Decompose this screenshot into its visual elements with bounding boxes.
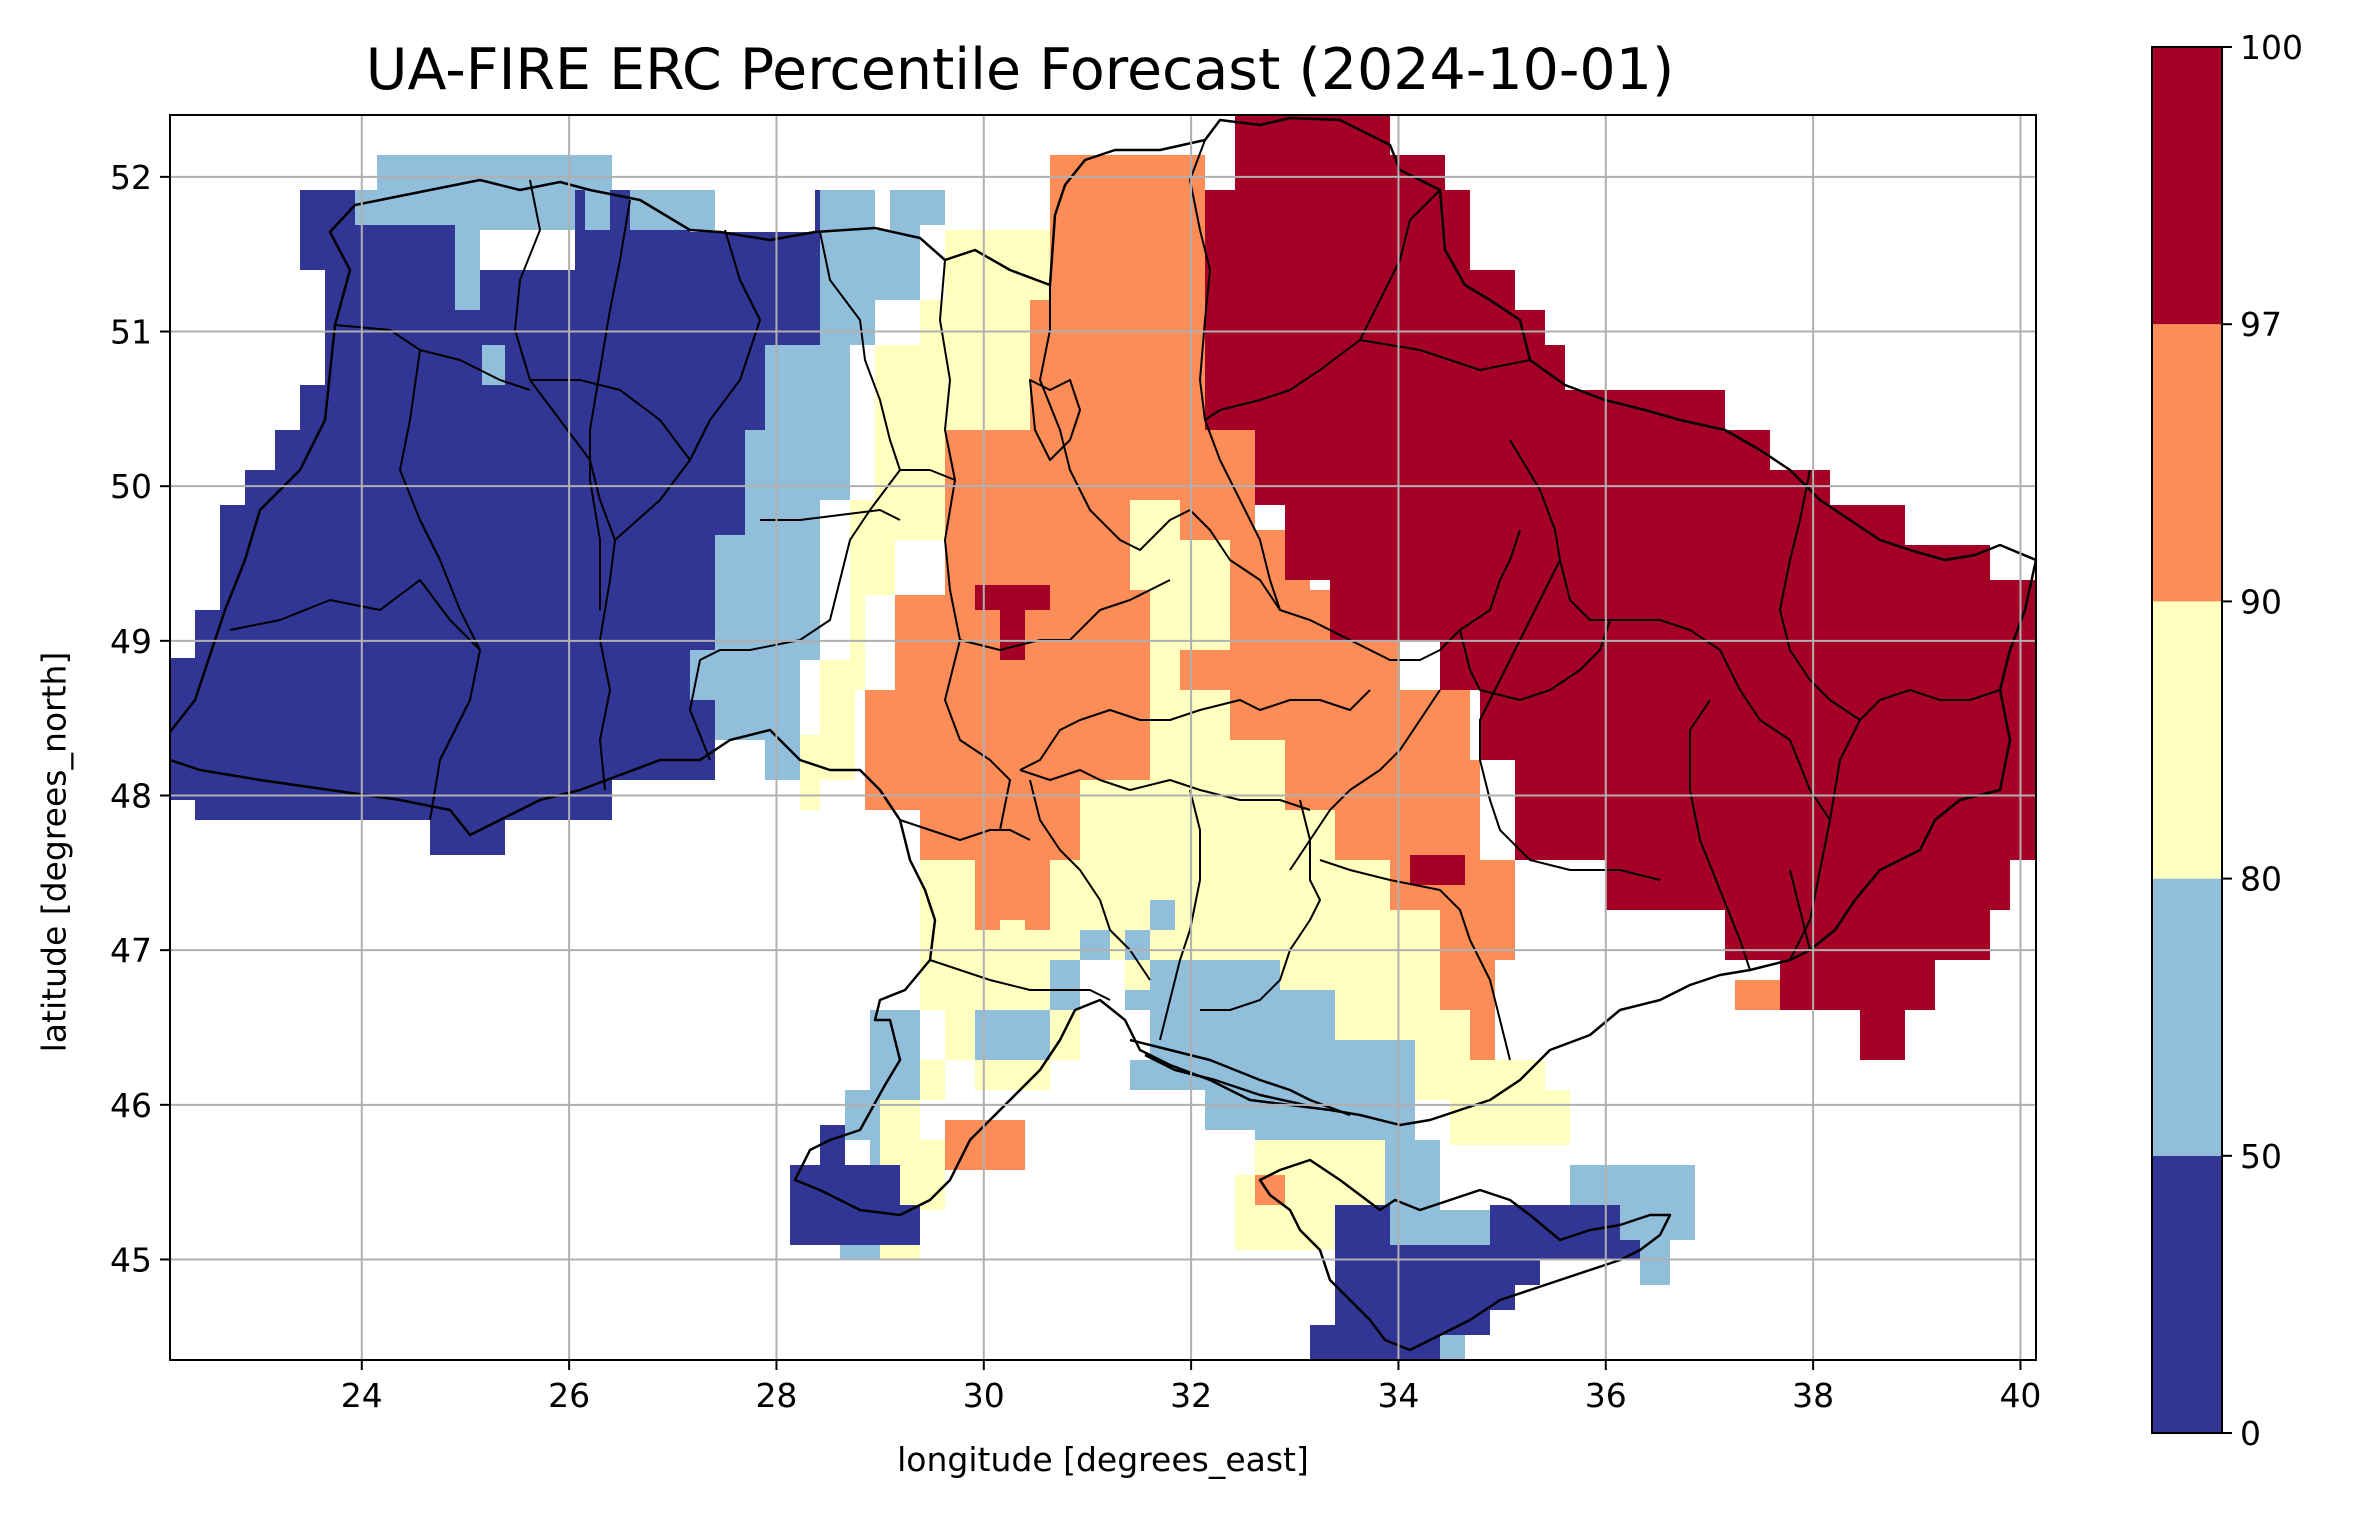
colorbar-tick-label: 50 bbox=[2240, 1137, 2282, 1176]
y-tick-label: 49 bbox=[110, 622, 152, 661]
colorbar-segment bbox=[2152, 47, 2222, 325]
region-southwest bbox=[790, 1125, 920, 1245]
region-west-central bbox=[690, 190, 945, 780]
colorbar-frame bbox=[2151, 46, 2223, 1434]
region-central-red bbox=[975, 585, 1050, 660]
axes-frame bbox=[169, 114, 2037, 1361]
x-tick-label: 36 bbox=[1585, 1376, 1627, 1415]
y-tick-label: 45 bbox=[110, 1240, 152, 1279]
y-tick-label: 52 bbox=[110, 158, 152, 197]
chart-title: UA-FIRE ERC Percentile Forecast (2024-10… bbox=[365, 37, 1675, 103]
x-tick-label: 30 bbox=[963, 1376, 1005, 1415]
region-central-pocket-1 bbox=[945, 270, 975, 380]
region-east-inner bbox=[1735, 980, 1780, 1010]
x-axis-label: longitude [degrees_east] bbox=[897, 1440, 1309, 1479]
region-west-patch-1 bbox=[455, 270, 480, 310]
region-south-orange-1 bbox=[975, 880, 1000, 930]
colorbar-tick-label: 90 bbox=[2240, 582, 2282, 621]
region-northwest bbox=[355, 155, 715, 270]
y-ticks: 45 46 47 48 49 50 51 52 bbox=[110, 158, 170, 1279]
colorbar-segment bbox=[2152, 878, 2222, 1156]
colorbar-tick-label: 97 bbox=[2240, 305, 2282, 344]
grid-lines bbox=[170, 115, 2036, 1360]
admin-borders bbox=[229, 139, 2001, 1061]
colorbar-segment bbox=[2152, 601, 2222, 879]
region-south-orange-3 bbox=[945, 1120, 1025, 1170]
x-tick-label: 28 bbox=[755, 1376, 797, 1415]
region-crimea-blue-tip bbox=[1440, 1335, 1465, 1360]
y-tick-label: 46 bbox=[110, 1086, 152, 1125]
region-west bbox=[170, 190, 820, 855]
x-tick-label: 32 bbox=[1170, 1376, 1212, 1415]
region-south bbox=[975, 780, 1415, 1140]
x-tick-label: 40 bbox=[1999, 1376, 2041, 1415]
x-tick-label: 34 bbox=[1377, 1376, 1419, 1415]
colorbar-tick-label: 80 bbox=[2240, 860, 2282, 899]
colorbar-segment bbox=[2152, 324, 2222, 602]
region-west-patch-2 bbox=[482, 345, 505, 385]
x-ticks: 24 26 28 30 32 34 36 38 40 bbox=[341, 1360, 2041, 1415]
y-tick-label: 51 bbox=[110, 313, 152, 352]
map-area bbox=[170, 115, 2036, 1360]
colorbar: 0 50 80 90 97 100 bbox=[2151, 28, 2303, 1453]
region-crimea-north-yellow bbox=[1235, 1140, 1385, 1250]
x-tick-label: 38 bbox=[1792, 1376, 1834, 1415]
colorbar-tick-label: 0 bbox=[2240, 1414, 2261, 1453]
y-tick-label: 50 bbox=[110, 467, 152, 506]
region-south-yellow-pocket bbox=[1150, 855, 1230, 930]
x-tick-label: 24 bbox=[341, 1376, 383, 1415]
y-tick-label: 47 bbox=[110, 931, 152, 970]
region-south-orange-2 bbox=[1025, 885, 1050, 930]
colorbar-tick-label: 100 bbox=[2240, 28, 2303, 67]
region-south-red bbox=[1410, 855, 1465, 885]
colorbar-segment bbox=[2152, 1155, 2222, 1433]
region-crimea bbox=[1310, 1205, 1640, 1360]
x-tick-label: 26 bbox=[548, 1376, 590, 1415]
region-central-north bbox=[800, 230, 1050, 810]
region-central-pocket-3 bbox=[1165, 590, 1230, 650]
y-tick-label: 48 bbox=[110, 776, 152, 815]
